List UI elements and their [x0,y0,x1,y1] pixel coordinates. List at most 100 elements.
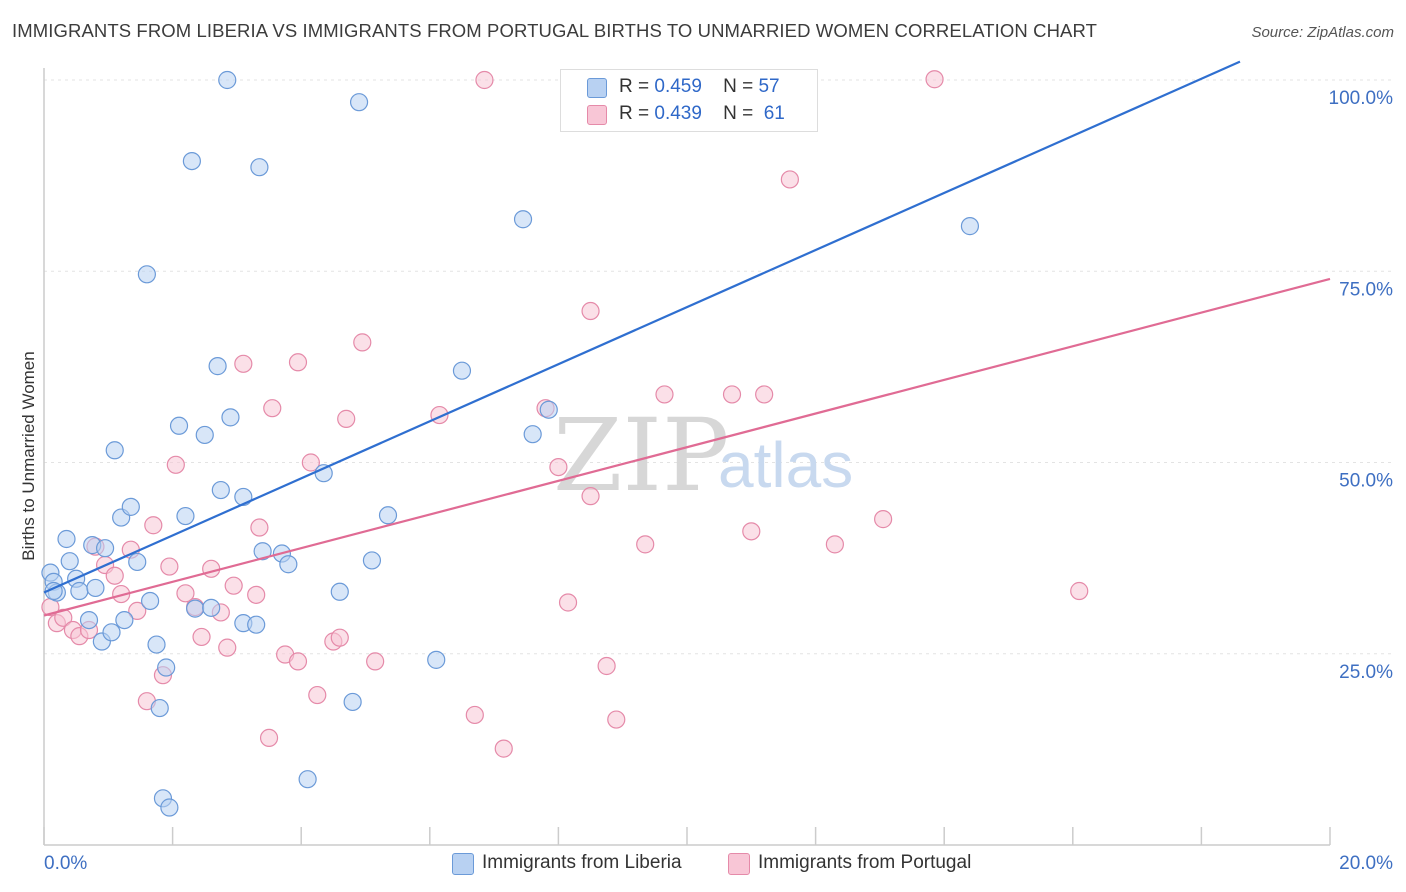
data-point-portugal [263,399,282,418]
data-point-liberia [211,480,230,500]
data-point-liberia [221,408,240,427]
data-point-liberia [121,497,140,516]
data-point-liberia [513,210,533,229]
data-point-portugal [925,70,944,89]
data-point-liberia [137,265,156,284]
data-point-portugal [581,487,600,506]
data-point-portugal [337,409,356,428]
data-point-portugal [202,559,221,578]
data-point-portugal [259,728,279,748]
data-point-liberia [105,441,124,460]
data-point-portugal [607,710,626,729]
data-point-liberia [160,798,179,817]
grid-lines [44,79,1395,655]
data-point-liberia [128,552,147,572]
data-point-portugal [353,333,372,352]
data-point-portugal [105,566,124,585]
data-point-portugal [234,354,253,373]
data-point-portugal [742,522,761,541]
data-point-liberia [279,555,298,574]
data-point-liberia [147,635,166,654]
y-axis-title: Births to Unmarried Women [19,351,38,560]
data-point-portugal [366,652,385,671]
data-point-portugal [54,608,73,627]
data-point-portugal [192,627,211,647]
data-point-portugal [549,457,568,477]
data-point-portugal [166,455,185,474]
data-point-liberia [157,658,176,677]
data-point-liberia [253,542,272,561]
trendlines [43,60,1331,617]
data-point-liberia [539,400,558,419]
data-point-liberia [60,552,79,571]
watermark-atlas: atlas [718,429,853,501]
data-point-liberia [186,599,205,618]
data-point-liberia [57,529,76,549]
bottom-legend-swatch-portugal [728,853,750,875]
data-point-liberia [79,610,99,630]
data-point-portugal [825,535,844,554]
chart-source: Source: ZipAtlas.com [1251,24,1394,41]
trendline-portugal [43,277,1331,617]
legend-swatch-liberia [587,78,607,98]
data-point-portugal [288,353,308,372]
data-point-portugal [160,557,179,576]
legend-n-label: N = [723,76,754,97]
data-point-liberia [343,692,362,712]
data-point-portugal [636,535,655,554]
y-tick-label: 25.0% [1339,662,1393,683]
data-point-portugal [176,584,195,603]
series-portugal-points [41,70,1089,758]
data-point-portugal [874,510,893,529]
data-point-liberia [202,598,221,617]
data-point-liberia [247,615,266,634]
bottom-legend-label-liberia: Immigrants from Liberia [482,852,682,873]
data-point-portugal [218,638,237,657]
data-point-liberia [523,425,542,444]
y-tick-label: 75.0% [1339,279,1393,300]
data-point-portugal [475,70,494,90]
data-point-portugal [558,593,578,612]
data-point-liberia [218,70,237,90]
x-tick-label: 0.0% [44,853,87,874]
legend-r-label: R = [619,103,650,124]
legend-n-value: 57 [758,76,780,97]
y-tick-label: 50.0% [1339,471,1393,492]
correlation-legend: R = 0.459 N = 57 R = 0.439 N = 61 [560,69,818,132]
data-point-portugal [581,301,600,321]
y-tick-label: 100.0% [1329,88,1394,109]
data-point-portugal [597,656,616,676]
legend-r-label: R = [619,76,650,97]
legend-r-value: 0.439 [654,103,702,124]
data-point-portugal [250,518,269,537]
data-point-portugal [224,576,243,595]
data-point-liberia [362,551,382,570]
data-point-portugal [128,601,147,621]
data-point-portugal [330,628,349,647]
data-point-liberia [176,506,195,526]
data-point-liberia [102,623,121,642]
data-point-portugal [308,685,327,705]
data-point-liberia [250,158,269,177]
data-point-liberia [208,357,227,376]
data-point-liberia [70,581,89,601]
data-point-liberia [378,506,398,525]
x-tick-label: 20.0% [1339,853,1393,874]
data-point-portugal [655,385,674,404]
data-point-liberia [960,217,980,236]
data-point-liberia [95,539,115,558]
data-point-liberia [427,650,446,669]
data-point-liberia [140,591,160,611]
axes [43,68,1331,846]
tick-labels: 100.0% 75.0% 50.0% 25.0% 0.0% 20.0% [44,88,1393,874]
data-point-liberia [86,578,105,598]
data-point-liberia [150,698,169,718]
data-point-portugal [1070,581,1089,601]
data-point-portugal [288,652,308,671]
legend-r-value: 0.459 [654,76,702,97]
data-point-portugal [722,385,742,404]
data-point-liberia [169,416,189,435]
data-point-liberia [182,151,201,171]
data-point-liberia [452,361,472,380]
data-point-portugal [247,585,266,604]
